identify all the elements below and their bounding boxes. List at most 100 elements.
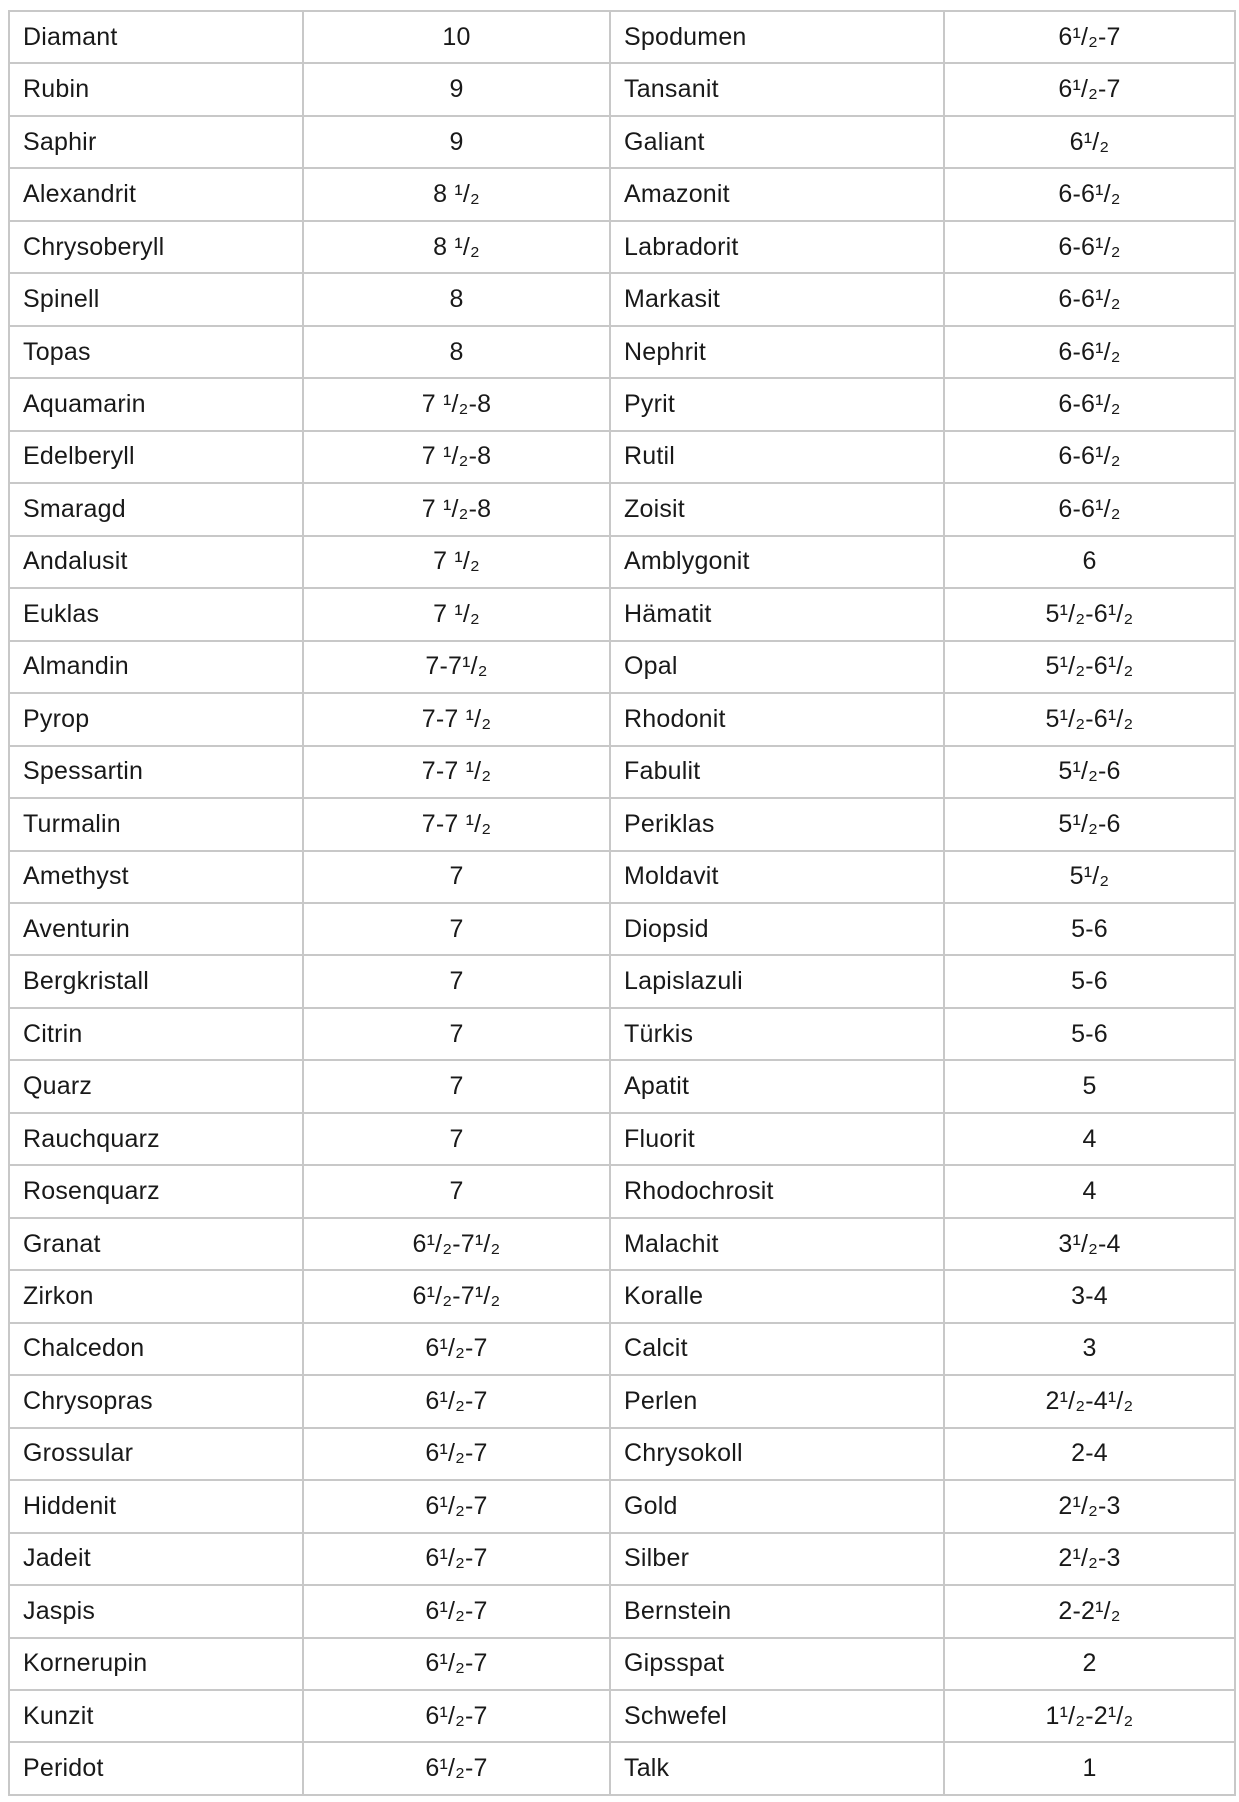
table-row: Saphir 9 Galiant 6¹/₂ (8, 114, 1236, 170)
gem-name-cell: Chalcedon (8, 1321, 304, 1377)
gem-name-cell: Diamant (8, 9, 304, 65)
gem-name-cell: Rauchquarz (8, 1111, 304, 1167)
hardness-value-cell: 2 (943, 1636, 1236, 1692)
table-row: Quarz 7 Apatit 5 (8, 1059, 1236, 1114)
table-row: Amethyst 7 Moldavit 5¹/₂ (8, 849, 1236, 904)
hardness-value-cell: 7-7¹/₂ (302, 639, 611, 695)
hardness-table-body: Diamant 10 Spodumen 6¹/₂-7 Rubin 9 Tansanit 6¹/… (8, 9, 1236, 1796)
gem-name-cell: Peridot (8, 1741, 304, 1796)
table-row: Citrin 7 Türkis 5-6 (8, 1006, 1236, 1062)
gem-name-cell: Nephrit (609, 324, 945, 380)
gem-name-cell: Malachit (609, 1216, 945, 1272)
hardness-value-cell: 7 ¹/₂-8 (302, 482, 611, 537)
gem-name-cell: Jaspis (8, 1584, 304, 1639)
hardness-value-cell: 2-4 (943, 1426, 1236, 1482)
gem-name-cell: Diopsid (609, 901, 945, 957)
table-row: Chrysopras 6¹/₂-7 Perlen 2¹/₂-4¹/₂ (8, 1374, 1236, 1429)
gem-name-cell: Perlen (609, 1374, 945, 1429)
table-row: Andalusit 7 ¹/₂ Amblygonit 6 (8, 534, 1236, 590)
hardness-value-cell: 10 (302, 9, 611, 65)
hardness-value-cell: 8 (302, 324, 611, 380)
gem-name-cell: Schwefel (609, 1688, 945, 1744)
hardness-value-cell: 6¹/₂-7 (302, 1374, 611, 1429)
hardness-value-cell: 2¹/₂-4¹/₂ (943, 1374, 1236, 1429)
hardness-value-cell: 5¹/₂-6 (943, 797, 1236, 852)
gem-name-cell: Kunzit (8, 1688, 304, 1744)
hardness-value-cell: 6¹/₂-7 (302, 1479, 611, 1534)
gem-name-cell: Saphir (8, 114, 304, 170)
hardness-value-cell: 6¹/₂-7 (302, 1584, 611, 1639)
gem-name-cell: Pyrit (609, 377, 945, 432)
gem-name-cell: Topas (8, 324, 304, 380)
table-row: Bergkristall 7 Lapislazuli 5-6 (8, 954, 1236, 1009)
gem-name-cell: Edelberyll (8, 429, 304, 485)
gem-name-cell: Amazonit (609, 167, 945, 222)
hardness-value-cell: 3 (943, 1321, 1236, 1377)
hardness-value-cell: 5¹/₂-6 (943, 744, 1236, 800)
hardness-value-cell: 6-6¹/₂ (943, 482, 1236, 537)
table-row: Grossular 6¹/₂-7 Chrysokoll 2-4 (8, 1426, 1236, 1482)
gem-name-cell: Talk (609, 1741, 945, 1796)
gem-name-cell: Fabulit (609, 744, 945, 800)
gem-name-cell: Chrysopras (8, 1374, 304, 1429)
gem-name-cell: Rhodonit (609, 692, 945, 747)
gem-name-cell: Hiddenit (8, 1479, 304, 1534)
gem-name-cell: Jadeit (8, 1531, 304, 1587)
hardness-value-cell: 9 (302, 62, 611, 117)
hardness-value-cell: 2¹/₂-3 (943, 1531, 1236, 1587)
gem-name-cell: Hämatit (609, 587, 945, 642)
table-row: Spessartin 7-7 ¹/₂ Fabulit 5¹/₂-6 (8, 744, 1236, 800)
hardness-value-cell: 5-6 (943, 954, 1236, 1009)
table-row: Rosenquarz 7 Rhodochrosit 4 (8, 1164, 1236, 1219)
hardness-value-cell: 7 ¹/₂ (302, 587, 611, 642)
hardness-value-cell: 8 ¹/₂ (302, 167, 611, 222)
table-row: Chrysoberyll 8 ¹/₂ Labradorit 6-6¹/₂ (8, 219, 1236, 275)
hardness-value-cell: 5 (943, 1059, 1236, 1114)
gem-name-cell: Galiant (609, 114, 945, 170)
hardness-value-cell: 8 (302, 272, 611, 327)
table-row: Edelberyll 7 ¹/₂-8 Rutil 6-6¹/₂ (8, 429, 1236, 485)
gem-name-cell: Bernstein (609, 1584, 945, 1639)
gem-name-cell: Turmalin (8, 797, 304, 852)
table-row: Topas 8 Nephrit 6-6¹/₂ (8, 324, 1236, 380)
table-row: Aquamarin 7 ¹/₂-8 Pyrit 6-6¹/₂ (8, 377, 1236, 432)
hardness-value-cell: 7 ¹/₂-8 (302, 429, 611, 485)
gem-name-cell: Quarz (8, 1059, 304, 1114)
hardness-value-cell: 3¹/₂-4 (943, 1216, 1236, 1272)
hardness-value-cell: 1¹/₂-2¹/₂ (943, 1688, 1236, 1744)
gem-name-cell: Gold (609, 1479, 945, 1534)
table-row: Chalcedon 6¹/₂-7 Calcit 3 (8, 1321, 1236, 1377)
gem-name-cell: Apatit (609, 1059, 945, 1114)
table-row: Pyrop 7-7 ¹/₂ Rhodonit 5¹/₂-6¹/₂ (8, 692, 1236, 747)
table-row: Jaspis 6¹/₂-7 Bernstein 2-2¹/₂ (8, 1584, 1236, 1639)
gem-name-cell: Aquamarin (8, 377, 304, 432)
gem-name-cell: Lapislazuli (609, 954, 945, 1009)
gem-name-cell: Türkis (609, 1006, 945, 1062)
hardness-value-cell: 6¹/₂-7¹/₂ (302, 1216, 611, 1272)
hardness-value-cell: 6¹/₂-7 (943, 9, 1236, 65)
gem-name-cell: Fluorit (609, 1111, 945, 1167)
hardness-value-cell: 5¹/₂-6¹/₂ (943, 587, 1236, 642)
hardness-value-cell: 7 (302, 954, 611, 1009)
table-row: Diamant 10 Spodumen 6¹/₂-7 (8, 9, 1236, 65)
hardness-value-cell: 5¹/₂-6¹/₂ (943, 639, 1236, 695)
hardness-value-cell: 6-6¹/₂ (943, 429, 1236, 485)
gem-name-cell: Moldavit (609, 849, 945, 904)
table-row: Kunzit 6¹/₂-7 Schwefel 1¹/₂-2¹/₂ (8, 1688, 1236, 1744)
gem-name-cell: Almandin (8, 639, 304, 695)
gem-name-cell: Spinell (8, 272, 304, 327)
gem-name-cell: Periklas (609, 797, 945, 852)
hardness-value-cell: 6¹/₂-7 (302, 1688, 611, 1744)
table-row: Alexandrit 8 ¹/₂ Amazonit 6-6¹/₂ (8, 167, 1236, 222)
gem-name-cell: Granat (8, 1216, 304, 1272)
gem-name-cell: Kornerupin (8, 1636, 304, 1692)
hardness-value-cell: 5-6 (943, 901, 1236, 957)
gem-name-cell: Rutil (609, 429, 945, 485)
table-row: Euklas 7 ¹/₂ Hämatit 5¹/₂-6¹/₂ (8, 587, 1236, 642)
hardness-value-cell: 6¹/₂-7 (302, 1741, 611, 1796)
gem-name-cell: Spodumen (609, 9, 945, 65)
hardness-value-cell: 6¹/₂-7 (302, 1636, 611, 1692)
gem-name-cell: Silber (609, 1531, 945, 1587)
table-row: Peridot 6¹/₂-7 Talk 1 (8, 1741, 1236, 1796)
gem-name-cell: Spessartin (8, 744, 304, 800)
